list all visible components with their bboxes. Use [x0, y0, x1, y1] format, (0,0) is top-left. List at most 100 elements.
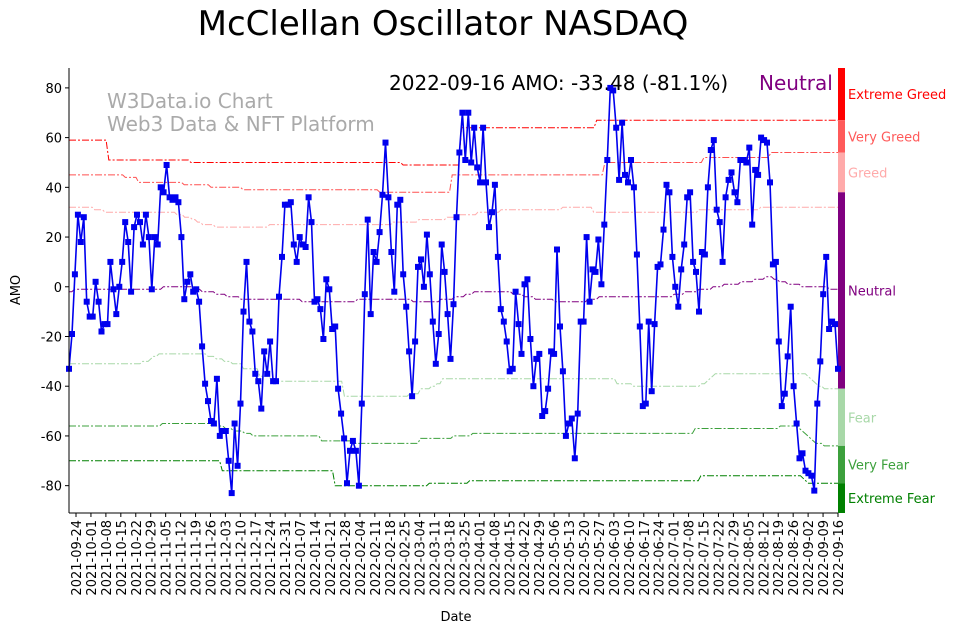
amo-point [323, 276, 330, 283]
amo-point [716, 219, 723, 226]
amo-point [397, 196, 404, 203]
amo-point [349, 437, 356, 444]
amo-point [633, 251, 640, 258]
amo-point [364, 216, 371, 223]
x-tick-label: 2021-11-26 [205, 520, 220, 596]
amo-point [388, 249, 395, 255]
x-tick-label: 2021-10-22 [130, 520, 145, 596]
amo-point [565, 420, 572, 427]
sentiment-color-bar [838, 68, 845, 513]
x-tick-label: 2021-11-19 [190, 520, 205, 596]
amo-point [358, 400, 365, 407]
sentiment-band [838, 152, 845, 193]
amo-point [835, 365, 841, 372]
y-tick-label: 0 [54, 281, 62, 296]
amo-point [258, 405, 265, 412]
amo-point [542, 408, 549, 415]
amo-point [69, 331, 75, 337]
amo-point [648, 388, 655, 395]
amo-point [252, 370, 259, 377]
amo-point [515, 321, 522, 328]
amo-point [77, 239, 84, 245]
amo-point [261, 348, 268, 355]
amo-point [237, 400, 244, 407]
x-tick-label: 2022-02-11 [369, 520, 384, 596]
amo-point [743, 159, 750, 166]
amo-point [823, 253, 830, 260]
sentiment-band [838, 192, 845, 389]
amo-point [781, 390, 788, 397]
amo-point [432, 360, 439, 367]
amo-point [415, 263, 421, 270]
amo-point [690, 258, 697, 265]
x-tick-label: 2022-04-22 [518, 520, 533, 596]
amo-point [290, 241, 297, 248]
sentiment-band [838, 388, 845, 446]
amo-point [814, 400, 821, 407]
amo-point [583, 234, 590, 241]
amo-point [441, 268, 448, 275]
amo-point [456, 149, 463, 156]
amo-point [373, 258, 380, 265]
amo-point [187, 271, 194, 278]
amo-point [574, 410, 581, 417]
amo-point [477, 179, 484, 186]
amo-point [595, 236, 602, 243]
amo-point [420, 283, 427, 290]
amo-point [778, 403, 785, 410]
y-axis-label: AMO [9, 275, 24, 305]
amo-point [131, 224, 138, 231]
x-tick-label: 2022-06-17 [638, 520, 653, 596]
x-tick-label: 2021-12-24 [264, 520, 279, 596]
amo-point [205, 398, 211, 405]
amo-point [418, 256, 424, 263]
amo-point [80, 214, 87, 221]
amo-point [509, 365, 516, 372]
amo-point [719, 258, 726, 265]
amo-point [672, 283, 679, 290]
amo-point [246, 318, 253, 325]
amo-point [755, 171, 762, 178]
x-tick-label: 2021-10-15 [115, 520, 130, 596]
x-tick-label: 2022-01-28 [339, 520, 354, 596]
x-tick-label: 2021-10-08 [100, 520, 115, 596]
amo-point [772, 258, 779, 265]
amo-point [734, 199, 741, 206]
amo-point [746, 144, 753, 151]
amo-point [604, 157, 611, 163]
amo-point [95, 298, 102, 305]
level-line [69, 119, 838, 166]
amo-point [438, 241, 445, 248]
amo-point [287, 199, 294, 206]
amo-point [122, 219, 129, 226]
amo-point [539, 413, 546, 419]
x-tick-label: 2022-01-14 [309, 520, 324, 596]
amo-point [222, 428, 229, 434]
amo-point [693, 268, 699, 275]
amo-point [775, 338, 782, 345]
amo-point [752, 166, 759, 173]
x-tick-label: 2021-11-12 [175, 520, 190, 596]
amo-point [267, 338, 274, 345]
amo-point [151, 234, 158, 241]
amo-point [636, 323, 643, 330]
amo-point [367, 311, 374, 318]
amo-point [468, 159, 475, 166]
amo-point [71, 271, 78, 278]
x-tick-label: 2021-12-10 [234, 520, 249, 596]
amo-point [400, 271, 407, 278]
amo-point [545, 385, 552, 392]
amo-point [264, 370, 271, 377]
amo-point [134, 211, 140, 218]
amo-point [512, 288, 519, 295]
amo-point [486, 224, 492, 231]
amo-point [459, 109, 466, 116]
amo-point [645, 318, 652, 325]
amo-point [128, 288, 135, 295]
amo-point [119, 258, 126, 265]
amo-point [255, 378, 262, 385]
amo-point [332, 323, 339, 330]
amo-point [296, 234, 303, 241]
amo-point [503, 338, 510, 345]
amo-point [409, 393, 416, 400]
